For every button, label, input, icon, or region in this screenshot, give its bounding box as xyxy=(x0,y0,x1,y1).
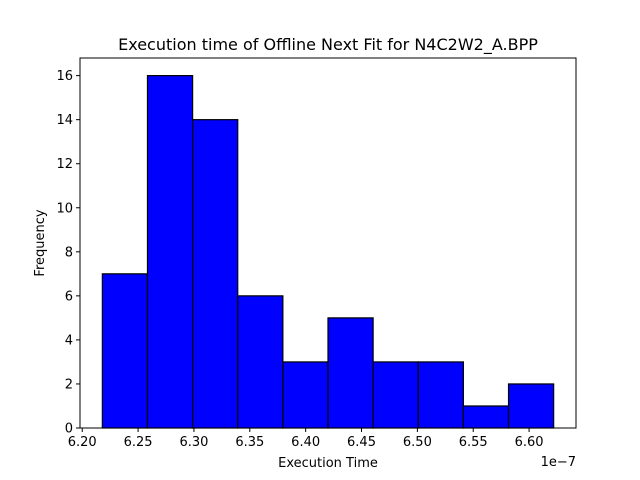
histogram-bar xyxy=(282,361,329,429)
y-tick-label: 4 xyxy=(65,333,73,348)
x-tick-label: 6.25 xyxy=(124,435,153,450)
histogram-bar xyxy=(192,119,239,429)
x-tick-label: 6.35 xyxy=(235,435,264,450)
histogram-bar xyxy=(146,75,194,429)
y-tick-label: 16 xyxy=(56,69,73,84)
x-tick-label: 6.45 xyxy=(347,435,376,450)
y-tick-label: 0 xyxy=(65,422,73,437)
x-tick-label: 6.30 xyxy=(179,435,208,450)
y-tick-label: 8 xyxy=(65,245,73,260)
x-tick-label: 6.40 xyxy=(291,435,320,450)
y-axis-ticks: 0 2 4 6 8 10 12 14 16 xyxy=(56,69,80,437)
y-tick-label: 2 xyxy=(65,377,73,392)
histogram-bar xyxy=(101,273,149,429)
y-tick-label: 10 xyxy=(56,201,73,216)
histogram-bar xyxy=(327,317,374,429)
y-tick-label: 12 xyxy=(56,157,73,172)
y-axis-label: Frequency xyxy=(33,209,48,276)
x-tick-label: 6.20 xyxy=(68,435,97,450)
x-axis-label: Execution Time xyxy=(278,456,378,471)
y-tick-label: 14 xyxy=(56,113,73,128)
bars-group xyxy=(101,75,555,429)
histogram-bar xyxy=(462,405,510,429)
histogram-bar xyxy=(237,295,284,429)
y-tick-label: 6 xyxy=(65,289,73,304)
x-axis-offset-label: 1e−7 xyxy=(541,455,576,470)
histogram-bar xyxy=(417,361,464,429)
x-tick-label: 6.60 xyxy=(515,435,544,450)
chart-title: Execution time of Offline Next Fit for N… xyxy=(118,35,538,55)
plot-frame xyxy=(79,57,577,429)
x-axis-ticks: 6.20 6.25 6.30 6.35 6.40 6.45 6.50 6.55 6.60 xyxy=(68,428,544,450)
x-tick-label: 6.55 xyxy=(459,435,488,450)
x-tick-label: 6.50 xyxy=(403,435,432,450)
histogram-bar xyxy=(372,361,419,429)
histogram-bar xyxy=(507,383,555,429)
